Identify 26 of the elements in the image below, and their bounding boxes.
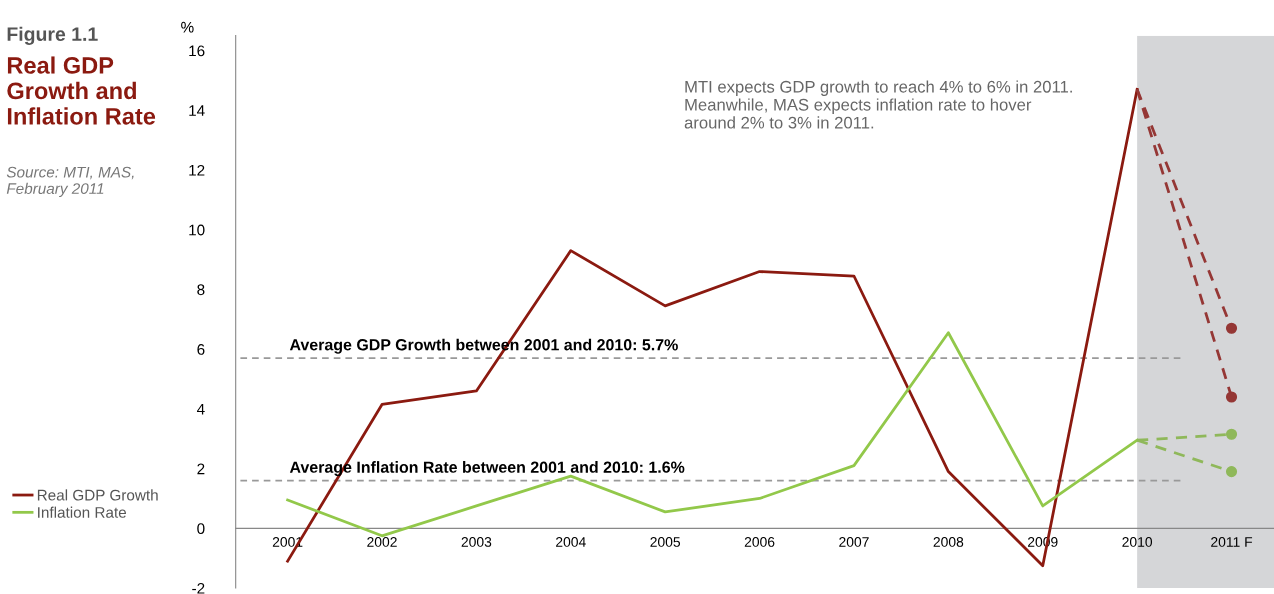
x-tick-label: 2010 — [1122, 537, 1153, 547]
annotation: MTI expects GDP growth to reach 4% to 6% in 2011. Meanwhile, MAS expects inflation rate to hover around 2% to 3% in 2011. — [684, 80, 1072, 129]
y-tick-label: 16 — [189, 45, 205, 57]
y-tick-label: 4 — [196, 403, 205, 415]
legend-label: Real GDP Growth — [37, 489, 158, 501]
y-axis-title: % — [181, 21, 194, 33]
y-tick-label: 2 — [197, 463, 205, 475]
y-tick-label: 8 — [197, 284, 205, 296]
y-tick-label: -2 — [192, 582, 205, 594]
x-tick-label: 2002 — [367, 537, 397, 547]
x-tick-label: 2003 — [461, 537, 492, 547]
x-tick-label: 2004 — [556, 537, 586, 547]
x-tick-label: 2011 F — [1211, 537, 1253, 547]
y-tick-label: 0 — [197, 523, 205, 535]
y-tick-label: 6 — [197, 344, 205, 355]
source-note: Source: MTI, MAS, February 2011 — [6, 166, 134, 198]
y-tick-label: 14 — [189, 105, 205, 116]
x-tick-label: 2005 — [650, 537, 681, 547]
y-tick-label: 12 — [189, 164, 205, 176]
y-tick-label: 10 — [189, 224, 205, 236]
text: Figure 1.1 — [7, 26, 98, 45]
legend-label: Inflation Rate — [38, 506, 127, 518]
x-tick-label: 2008 — [933, 537, 964, 547]
x-tick-label: 2006 — [744, 537, 775, 547]
text: Real GDP Growth and Inflation Rate — [7, 56, 156, 125]
x-tick-label: 2007 — [839, 537, 869, 547]
